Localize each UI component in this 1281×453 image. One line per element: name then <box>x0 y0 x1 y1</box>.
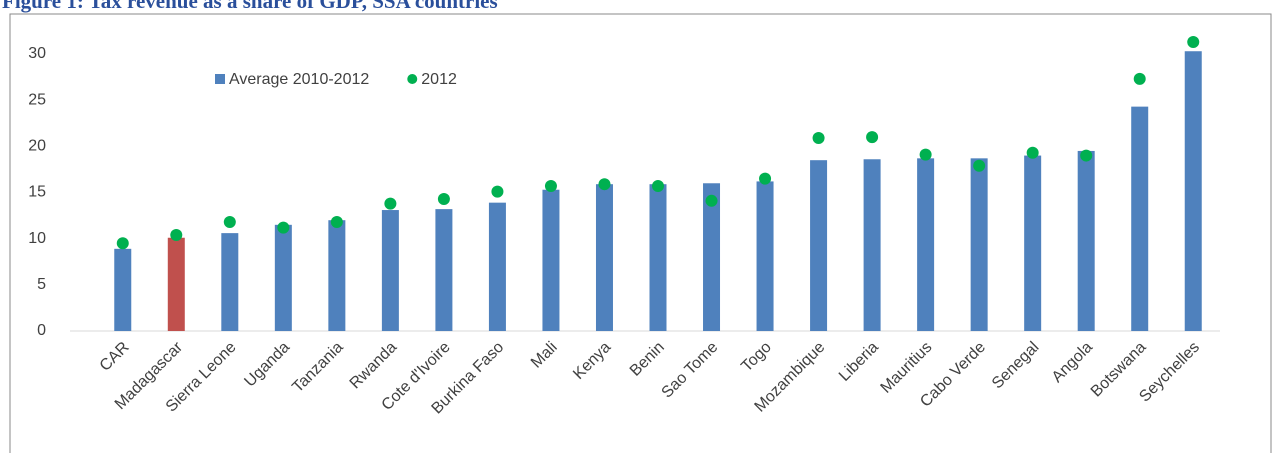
bar <box>1184 51 1202 331</box>
dot <box>544 180 557 193</box>
dot <box>919 148 932 161</box>
y-tick-label: 20 <box>28 138 46 155</box>
legend-label: 2012 <box>421 71 457 88</box>
bar <box>114 248 132 331</box>
chart-frame <box>9 13 1272 453</box>
bar <box>488 202 506 331</box>
dot <box>384 197 397 210</box>
dot <box>1080 149 1093 162</box>
dot <box>330 216 343 229</box>
legend-swatch <box>215 74 225 84</box>
dot <box>223 216 236 229</box>
legend-label: Average 2010-2012 <box>229 71 369 88</box>
y-tick-label: 15 <box>28 184 46 201</box>
bar <box>167 237 185 331</box>
dot <box>277 221 290 234</box>
bar <box>1131 106 1149 331</box>
dot <box>973 159 986 172</box>
dot <box>1133 72 1146 85</box>
bar <box>970 158 988 331</box>
bar <box>328 220 346 331</box>
dot <box>759 172 772 185</box>
bar <box>595 184 613 331</box>
y-tick-label: 10 <box>28 230 46 247</box>
dot <box>598 178 611 191</box>
bar <box>1077 150 1095 331</box>
y-tick-label: 25 <box>28 91 46 108</box>
dot <box>812 132 825 145</box>
bar <box>542 189 560 331</box>
dot <box>116 237 129 250</box>
bar <box>810 160 828 331</box>
bar <box>274 224 292 331</box>
bar <box>381 210 399 331</box>
bar <box>221 233 239 331</box>
dot <box>866 131 879 144</box>
dot <box>170 228 183 241</box>
dot <box>437 192 450 205</box>
bar <box>703 183 721 331</box>
chart-title: Figure 1: Tax revenue as a share of GDP,… <box>2 0 498 13</box>
bar <box>1024 155 1042 331</box>
bar <box>435 209 453 331</box>
legend-swatch <box>407 74 418 84</box>
bar <box>649 184 667 331</box>
dot <box>705 194 718 207</box>
bar <box>756 181 774 331</box>
y-tick-label: 5 <box>37 276 46 293</box>
bar <box>917 158 935 331</box>
bar <box>863 159 881 331</box>
dot <box>1026 146 1039 159</box>
y-tick-label: 0 <box>37 322 46 339</box>
dot <box>652 180 664 193</box>
dot <box>491 185 504 198</box>
dot <box>1187 35 1200 48</box>
y-tick-label: 30 <box>28 45 46 62</box>
